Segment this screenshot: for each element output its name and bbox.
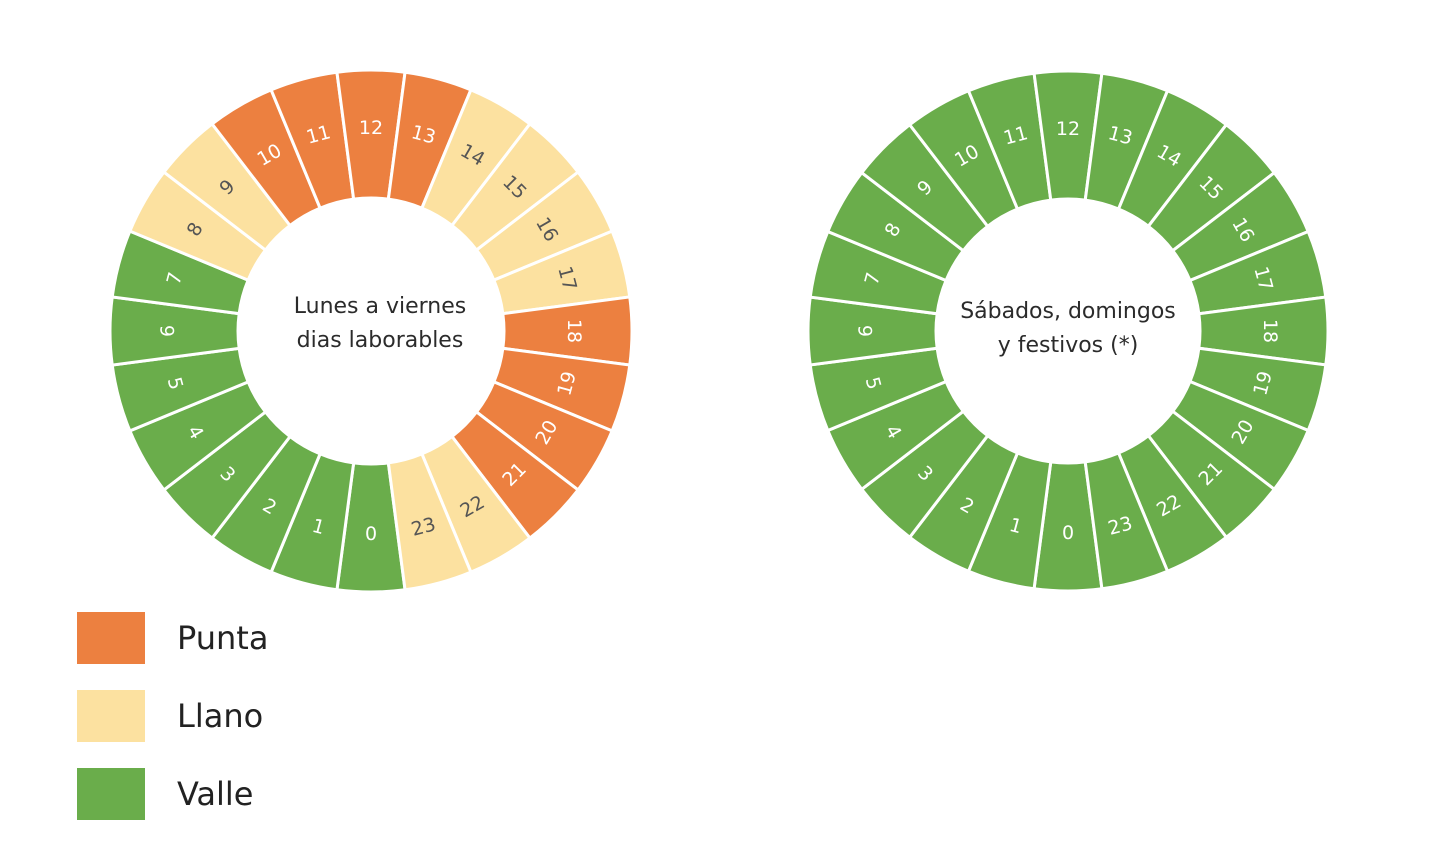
legend-label-punta: Punta — [177, 619, 269, 657]
legend-item-llano: Llano — [77, 690, 337, 742]
legend-swatch-llano — [77, 690, 145, 742]
weekend-hour-18-label: 18 — [1259, 319, 1281, 343]
weekday-center-line-1: Lunes a viernes — [293, 294, 467, 319]
weekend-hour-5-label: 5 — [861, 375, 885, 392]
legend-item-punta: Punta — [77, 612, 337, 664]
weekend-center-line-1: Sábados, domingos — [960, 299, 1176, 324]
weekend-hour-7-label: 7 — [861, 270, 885, 287]
weekend-hour-1-label: 1 — [1007, 514, 1024, 538]
weekday-hour-0-label: 0 — [365, 523, 377, 545]
weekend-hour-12-label: 12 — [1056, 118, 1080, 140]
legend-item-valle: Valle — [77, 768, 337, 820]
legend-label-valle: Valle — [177, 775, 254, 813]
weekday-center-label: Lunes a viernes dias laborables — [250, 290, 510, 358]
weekend-center-label: Sábados, domingos y festivos (*) — [938, 295, 1198, 363]
weekday-hour-5-label: 5 — [163, 375, 187, 392]
legend-label-llano: Llano — [177, 697, 264, 735]
weekday-hour-23-segment — [386, 451, 473, 592]
weekday-hour-12-label: 12 — [359, 117, 383, 139]
weekend-hour-0-label: 0 — [1062, 522, 1074, 544]
weekend-center-line-2: y festivos (*) — [997, 333, 1139, 358]
weekday-hour-6-label: 6 — [157, 325, 179, 337]
legend-swatch-valle — [77, 768, 145, 820]
weekend-hour-6-label: 6 — [855, 325, 877, 337]
legend-swatch-punta — [77, 612, 145, 664]
weekday-center-line-2: dias laborables — [296, 328, 464, 353]
weekday-hour-7-label: 7 — [163, 270, 187, 287]
weekday-hour-18-label: 18 — [563, 319, 585, 343]
weekend-hour-23-segment — [1083, 450, 1170, 591]
weekday-hour-1-label: 1 — [310, 515, 327, 539]
